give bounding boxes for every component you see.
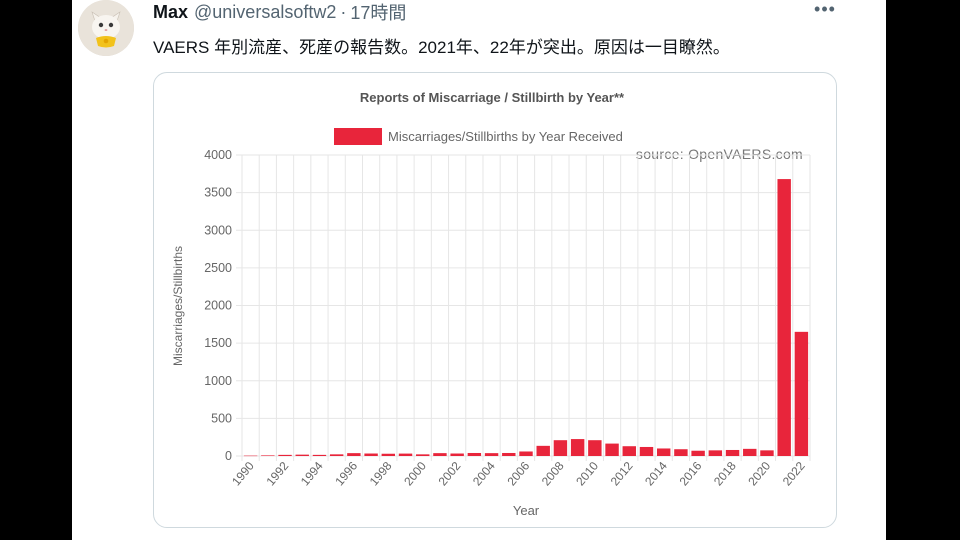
bar-2007 [536, 445, 550, 456]
bar-1996 [347, 453, 361, 456]
y-axis-ticks: 0 500 1000 1500 2000 2500 3000 3500 4000 [204, 148, 232, 463]
bar-2008 [553, 440, 568, 456]
bar-1997 [364, 453, 378, 456]
bar-series [243, 179, 809, 457]
bar-2021 [777, 179, 791, 456]
avatar[interactable] [78, 0, 134, 56]
author-name[interactable]: Max [153, 1, 189, 22]
tweet-text: VAERS 年別流産、死産の報告数。2021年、22年が突出。原因は一目瞭然。 [153, 38, 730, 57]
bar-1995 [329, 454, 344, 456]
bar-2004 [484, 453, 499, 456]
y-axis-label: Miscarriages/Stillbirths [171, 246, 185, 366]
bar-2003 [467, 452, 482, 456]
y-tick-label: 1500 [204, 336, 232, 350]
legend-label: Miscarriages/Stillbirths by Year Receive… [388, 129, 623, 144]
bar-2014 [656, 448, 671, 456]
y-tick-label: 2500 [204, 261, 232, 275]
bar-2016 [691, 450, 705, 456]
x-tick-label: 2022 [780, 459, 808, 489]
x-axis-ticks: 1990 1992 1994 1996 1998 2000 2002 2004 2006 2008… [229, 459, 808, 489]
bar-chart: Reports of Miscarriage / Stillbirth by Y… [171, 90, 811, 518]
bar-2010 [588, 440, 602, 456]
bar-1990 [243, 455, 258, 457]
cat-avatar-icon [78, 0, 134, 56]
bar-2022 [794, 331, 809, 456]
bar-2020 [760, 450, 774, 456]
x-tick-label: 1990 [229, 459, 257, 489]
bar-2015 [674, 449, 688, 456]
y-tick-label: 3500 [204, 186, 232, 200]
bar-2018 [725, 449, 740, 456]
legend-swatch [334, 128, 382, 145]
chart-title: Reports of Miscarriage / Stillbirth by Y… [360, 90, 625, 105]
x-tick-label: 1998 [367, 459, 395, 489]
x-tick-label: 1994 [298, 459, 326, 489]
right-panel-edge [860, 0, 886, 540]
bar-2017 [708, 450, 723, 456]
y-tick-label: 3000 [204, 223, 232, 237]
bar-2005 [502, 452, 516, 456]
x-tick-label: 1996 [332, 459, 360, 489]
bar-2009 [570, 439, 585, 456]
author-handle[interactable]: @universalsoftw2 [194, 1, 337, 22]
x-tick-label: 2016 [677, 459, 705, 489]
x-tick-label: 2012 [608, 459, 636, 489]
y-tick-label: 1000 [204, 374, 232, 388]
bar-1998 [381, 453, 396, 456]
y-tick-label: 4000 [204, 148, 232, 162]
x-tick-label: 1992 [263, 459, 291, 489]
more-horizontal-icon: ••• [814, 0, 836, 19]
tweet-media-card[interactable]: Reports of Miscarriage / Stillbirth by Y… [153, 72, 837, 528]
bar-1994 [312, 454, 327, 456]
header-separator: · [340, 1, 347, 22]
tweet-header: Max @universalsoftw2 · 17時間 [153, 0, 406, 24]
x-tick-label: 2006 [504, 459, 532, 489]
bar-2019 [743, 448, 757, 456]
bar-2000 [416, 454, 430, 456]
chart-source-note: source: OpenVAERS.com [636, 146, 803, 162]
x-tick-label: 2008 [539, 459, 567, 489]
bar-2012 [622, 446, 636, 456]
tweet-timestamp[interactable]: 17時間 [350, 3, 407, 23]
y-tick-label: 2000 [204, 299, 232, 313]
bar-2002 [450, 453, 464, 456]
x-axis-label: Year [513, 503, 540, 518]
bar-2013 [639, 446, 654, 456]
x-tick-label: 2020 [745, 459, 773, 489]
x-tick-label: 2010 [573, 459, 601, 489]
bar-1992 [278, 454, 292, 456]
grid-lines [236, 154, 811, 461]
y-tick-label: 500 [211, 411, 232, 425]
x-tick-label: 2002 [436, 459, 464, 489]
bar-1999 [398, 453, 413, 456]
bar-2001 [433, 453, 447, 456]
x-tick-label: 2000 [401, 459, 429, 489]
x-tick-label: 2014 [642, 459, 670, 489]
more-options-button[interactable]: ••• [812, 0, 838, 22]
y-tick-label: 0 [225, 449, 232, 463]
x-tick-label: 2018 [711, 459, 739, 489]
bar-2006 [519, 451, 533, 456]
x-tick-label: 2004 [470, 459, 498, 489]
bar-1991 [261, 455, 275, 456]
bar-2011 [605, 443, 619, 456]
bar-1993 [295, 454, 309, 456]
